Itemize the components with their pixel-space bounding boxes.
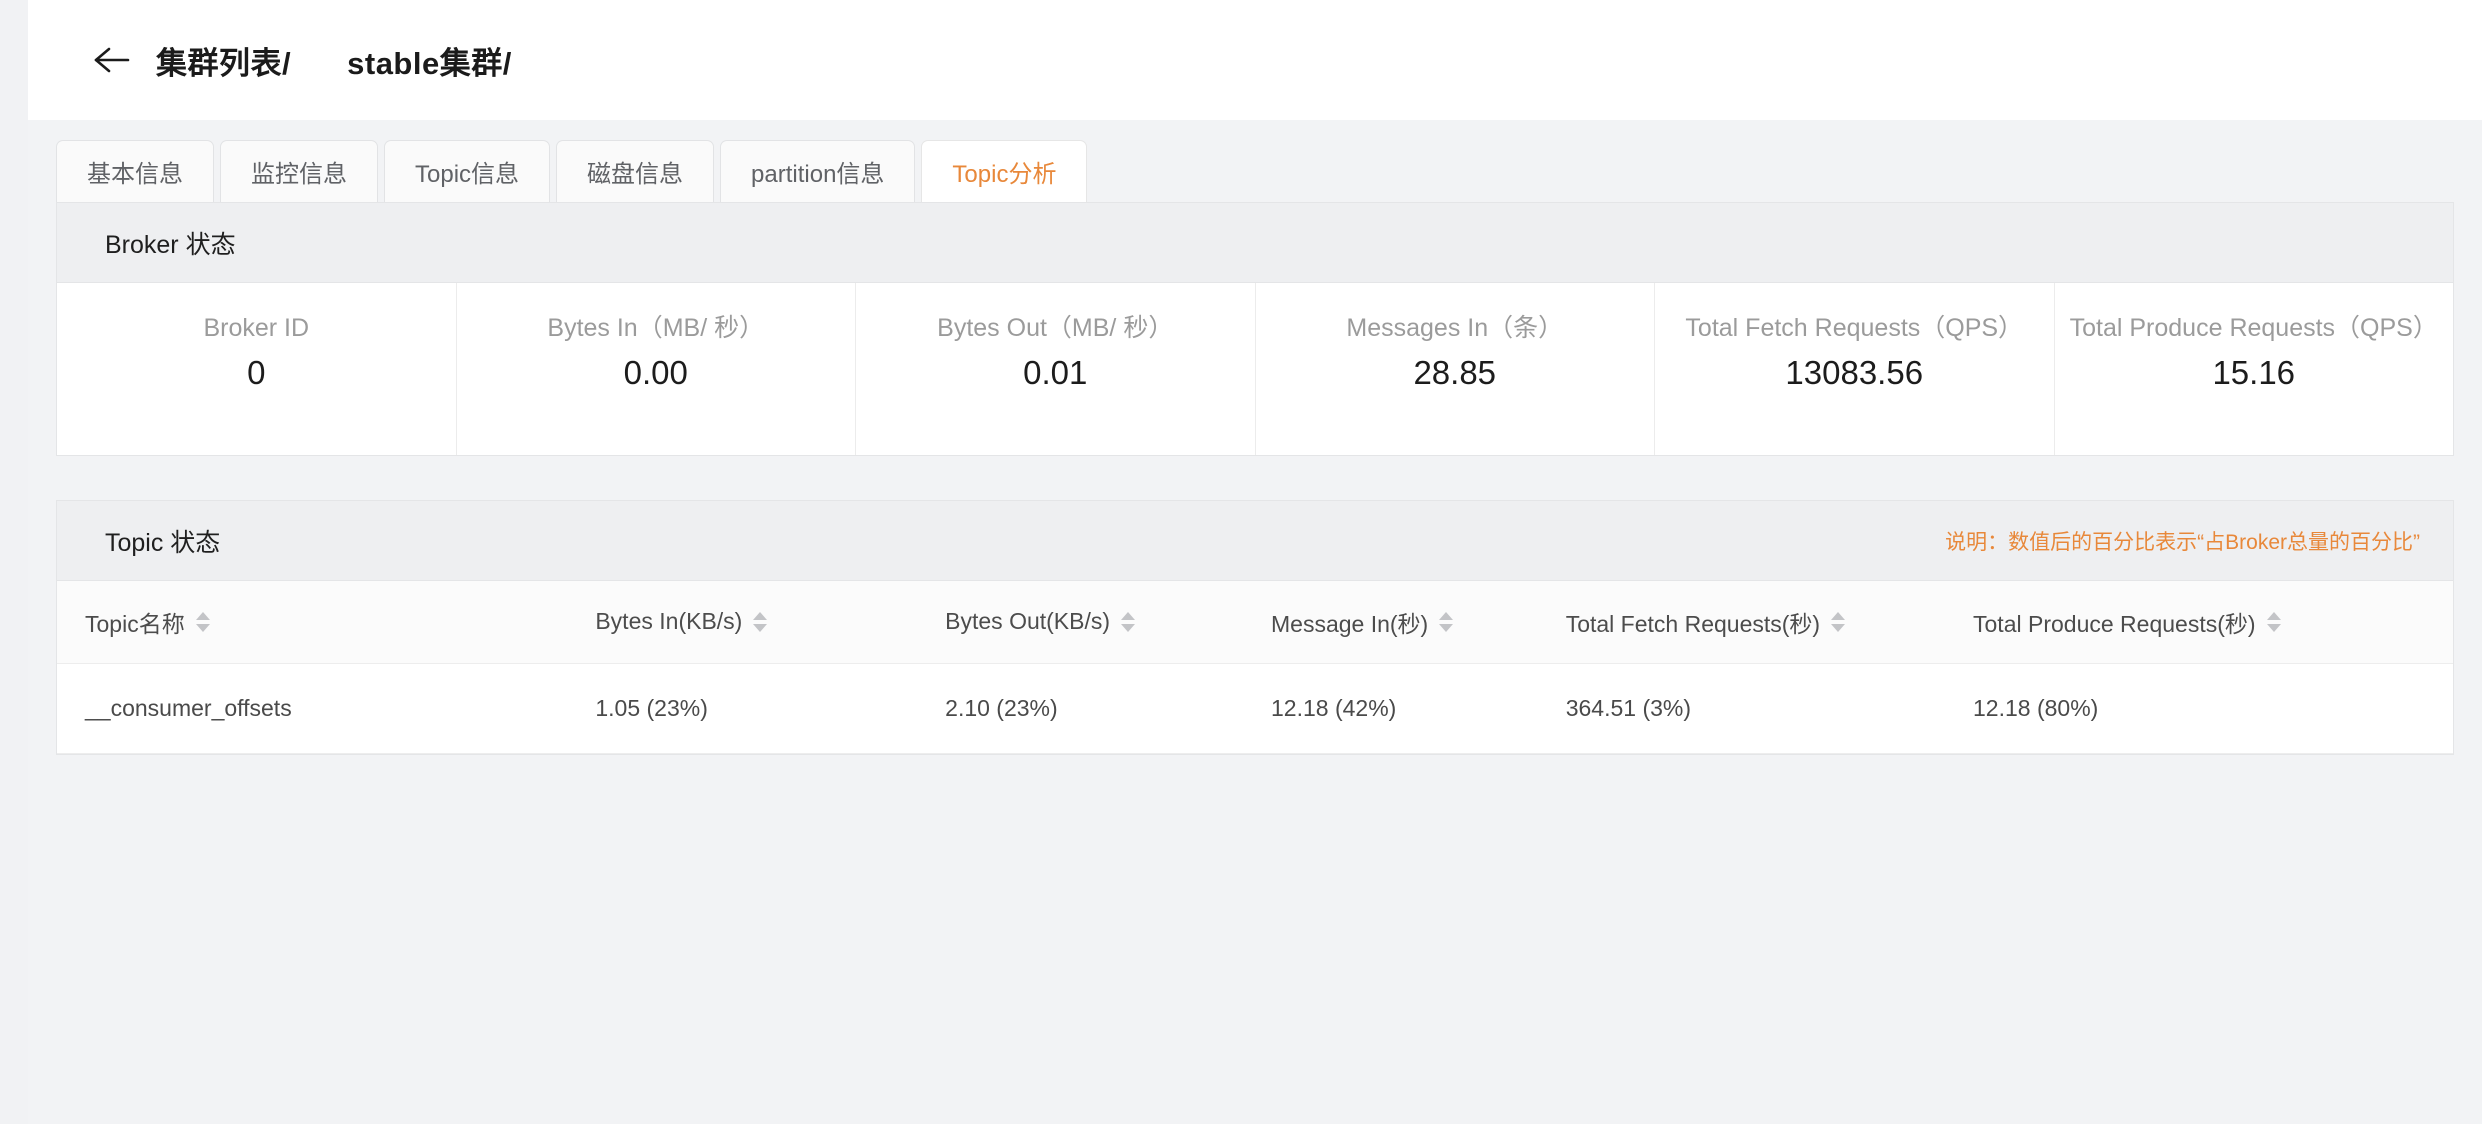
table-row[interactable]: __consumer_offsets 1.05 (23%) 2.10 (23%)… xyxy=(57,663,2453,754)
page-header: 集群列表/ stable集群/ xyxy=(28,0,2482,120)
column-header-total-fetch-requests[interactable]: Total Fetch Requests(秒) xyxy=(1537,581,1946,664)
cell-topic-name: __consumer_offsets xyxy=(57,663,568,754)
cell-message-in: 12.18 (42%) xyxy=(1243,663,1538,754)
topic-status-header: Topic 状态 说明：数值后的百分比表示“占Broker总量的百分比” xyxy=(57,501,2453,581)
tab-label: 基本信息 xyxy=(87,161,183,188)
cell-bytes-in: 1.05 (23%) xyxy=(567,663,918,754)
cell-bytes-out: 2.10 (23%) xyxy=(917,663,1243,754)
sort-toggle-icon[interactable] xyxy=(195,611,210,632)
stat-value: 28.85 xyxy=(1413,354,1497,392)
broker-status-panel: Broker 状态 Broker ID 0 Bytes In（MB/ 秒） 0.… xyxy=(56,202,2454,456)
cell-total-produce: 12.18 (80%) xyxy=(1945,663,2453,754)
tab-bar: 基本信息 监控信息 Topic信息 磁盘信息 partition信息 Topic… xyxy=(28,120,2482,202)
column-header-message-in[interactable]: Message In(秒) xyxy=(1243,581,1538,664)
sort-toggle-icon[interactable] xyxy=(753,611,768,632)
column-label: Bytes In(KB/s) xyxy=(595,608,743,635)
stat-card-broker-id: Broker ID 0 xyxy=(57,283,457,455)
topic-status-table: Topic名称 Bytes In(KB/s) xyxy=(57,581,2453,754)
tab-disk-info[interactable]: 磁盘信息 xyxy=(556,140,715,202)
column-header-topic-name[interactable]: Topic名称 xyxy=(57,581,568,664)
column-header-bytes-in[interactable]: Bytes In(KB/s) xyxy=(567,581,918,664)
stat-card-bytes-out: Bytes Out（MB/ 秒） 0.01 xyxy=(856,283,1256,455)
table-header-row: Topic名称 Bytes In(KB/s) xyxy=(57,581,2453,664)
tab-label: Topic分析 xyxy=(952,161,1057,188)
cell-total-fetch: 364.51 (3%) xyxy=(1537,663,1946,754)
column-label: Total Fetch Requests(秒) xyxy=(1565,610,1821,637)
stat-value: 13083.56 xyxy=(1785,354,1924,392)
stat-card-bytes-in: Bytes In（MB/ 秒） 0.00 xyxy=(457,283,856,455)
breadcrumb-cluster-list[interactable]: 集群列表/ xyxy=(156,45,292,81)
stat-value: 0.01 xyxy=(1023,354,1088,392)
stat-label: Bytes In（MB/ 秒） xyxy=(547,314,765,342)
tab-basic-info[interactable]: 基本信息 xyxy=(56,140,214,202)
stat-card-messages-in: Messages In（条） 28.85 xyxy=(1256,283,1655,455)
tab-monitor-info[interactable]: 监控信息 xyxy=(220,140,378,202)
column-header-total-produce-requests[interactable]: Total Produce Requests(秒) xyxy=(1945,581,2453,664)
stat-label: Total Produce Requests（QPS） xyxy=(2069,314,2438,342)
column-label: Total Produce Requests(秒) xyxy=(1973,610,2256,637)
topic-status-panel: Topic 状态 说明：数值后的百分比表示“占Broker总量的百分比” Top… xyxy=(56,500,2454,755)
page-content: 集群列表/ stable集群/ 基本信息 监控信息 Topic信息 磁盘信息 p… xyxy=(28,0,2482,1124)
tab-topic-analysis[interactable]: Topic分析 xyxy=(921,140,1088,202)
column-label: Message In(秒) xyxy=(1271,610,1429,637)
stat-card-total-fetch-requests: Total Fetch Requests（QPS） 13083.56 xyxy=(1655,283,2055,455)
stat-label: Broker ID xyxy=(203,314,310,342)
column-label: Bytes Out(KB/s) xyxy=(945,608,1111,635)
stat-value: 0.00 xyxy=(623,354,688,392)
tab-topic-info[interactable]: Topic信息 xyxy=(384,140,551,202)
sort-toggle-icon[interactable] xyxy=(1121,611,1136,632)
stat-value: 15.16 xyxy=(2212,354,2296,392)
stat-value: 0 xyxy=(247,354,266,392)
sort-toggle-icon[interactable] xyxy=(1439,611,1454,632)
topic-status-title: Topic 状态 xyxy=(105,528,221,557)
breadcrumb-current-cluster[interactable]: stable集群/ xyxy=(347,45,512,81)
broker-stat-grid: Broker ID 0 Bytes In（MB/ 秒） 0.00 Bytes O… xyxy=(57,283,2453,455)
column-header-bytes-out[interactable]: Bytes Out(KB/s) xyxy=(917,581,1243,664)
tab-label: partition信息 xyxy=(751,161,885,188)
stat-label: Messages In（条） xyxy=(1346,314,1564,342)
stat-label: Total Fetch Requests（QPS） xyxy=(1685,314,2024,342)
broker-status-header: Broker 状态 xyxy=(57,203,2453,283)
topic-status-note: 说明：数值后的百分比表示“占Broker总量的百分比” xyxy=(1945,530,2420,554)
arrow-left-icon[interactable] xyxy=(90,38,134,82)
stat-card-total-produce-requests: Total Produce Requests（QPS） 15.16 xyxy=(2055,283,2454,455)
sort-toggle-icon[interactable] xyxy=(2266,611,2281,632)
column-label: Topic名称 xyxy=(85,610,185,637)
tab-partition-info[interactable]: partition信息 xyxy=(720,140,916,202)
tab-label: 磁盘信息 xyxy=(587,161,684,188)
broker-status-title: Broker 状态 xyxy=(105,230,236,259)
stat-label: Bytes Out（MB/ 秒） xyxy=(937,314,1174,342)
sort-toggle-icon[interactable] xyxy=(1831,611,1846,632)
tab-label: Topic信息 xyxy=(415,161,520,188)
tab-label: 监控信息 xyxy=(251,161,347,188)
